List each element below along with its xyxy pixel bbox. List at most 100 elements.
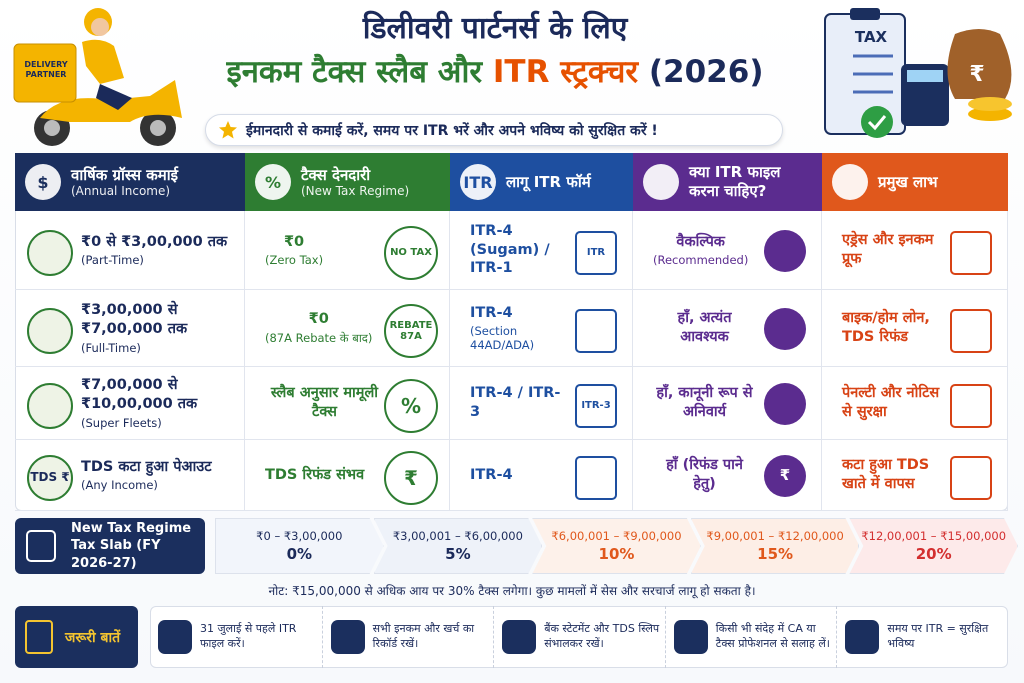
scooter-illustration [13,8,182,146]
cell-content: हाँ (रिफंड पाने हेतु) [653,456,756,494]
table-cell: बाइक/होम लोन, TDS रिफंड [822,290,1008,367]
column-title: वार्षिक ग्रॉस्स कमाई [71,165,178,184]
tip-text: बैंक स्टेटमेंट और TDS स्लिप संभालकर रखें… [544,622,660,650]
table-cell: ₹3,00,000 से ₹7,00,000 तक (Full-Time) [15,290,245,367]
column-icon [643,164,679,200]
column-subtitle: (Annual Income) [71,184,171,199]
column-heading: प्रमुख लाभ [878,173,938,192]
title-part: (2026) [648,54,764,90]
cell-text: TDS कटा हुआ पेआउट [81,458,212,475]
cell-icon: TDS ₹ [27,454,73,501]
column-icon: $ [25,164,61,200]
table-cell: NO TAX ₹0 (Zero Tax) [245,211,450,290]
cell-content: ITR-4 (Sugam) / ITR-1 [470,222,567,279]
table-cell: % स्लैब अनुसार मामूली टैक्स [245,367,450,440]
column-title: प्रमुख लाभ [878,172,938,191]
column-subtitle: (New Tax Regime) [301,184,410,199]
footer-label: जरूरी बातें [15,606,138,668]
cell-content: एड्रेस और इनकम प्रूफ [842,231,942,269]
column-icon [832,164,868,200]
cell-icon [950,455,992,500]
cell-content: कटा हुआ TDS खाते में वापस [842,456,942,494]
cell-note: (Part-Time) [81,253,144,268]
column-heading: वार्षिक ग्रॉस्स कमाई (Annual Income) [71,166,178,199]
tip-icon [673,620,708,654]
table-cell: हाँ, कानूनी रूप से अनिवार्य [633,367,822,440]
cell-icon: ₹ [764,454,806,497]
cell-text: TDS रिफंड संभव [265,466,365,483]
cell-icon [950,308,992,353]
cell-content: ₹0 (Zero Tax) [265,233,323,268]
footer-label-text: जरूरी बातें [65,629,121,646]
cell-icon [575,308,617,353]
cell-icon: REBATE 87A [384,303,438,358]
cell-text: ₹0 से ₹3,00,000 तक [81,233,228,250]
cell-text: हाँ, अत्यंत आवश्यक [677,310,732,345]
tip-text: समय पर ITR = सुरक्षित भविष्य [887,622,989,650]
tip-text: 31 जुलाई से पहले ITR फाइल करें। [200,622,297,650]
slab-rate: 10% [598,545,635,563]
column-title: क्या ITR फाइल करना चाहिए? [689,163,781,200]
cell-icon [27,382,73,429]
table-cell: एड्रेस और इनकम प्रूफ [822,211,1008,290]
coin-symbol: ₹ [969,62,985,87]
tip-icon [158,620,192,654]
cell-text: ITR-4 [470,466,513,483]
table-cell: पेनल्टी और नोटिस से सुरक्षा [822,367,1008,440]
tip-text: सभी इनकम और खर्च का रिकॉर्ड रखें। [372,622,475,650]
cell-text: बाइक/होम लोन, TDS रिफंड [842,310,930,345]
tip-icon [845,620,880,654]
cell-text: ₹0 [283,233,305,250]
cell-content: बाइक/होम लोन, TDS रिफंड [842,309,942,347]
cell-content: स्लैब अनुसार मामूली टैक्स [265,384,384,422]
cell-content: हाँ, कानूनी रूप से अनिवार्य [653,384,756,422]
clipboard-label: TAX [854,28,888,46]
cell-content: TDS कटा हुआ पेआउट (Any Income) [81,458,212,493]
calendar-icon [26,530,56,562]
column-title: टैक्स देनदारी [301,165,371,184]
column-header: ITR लागू ITR फॉर्म [450,153,633,211]
cell-icon [764,382,806,425]
cell-content: ITR-4 [470,466,513,485]
column-title: लागू ITR फॉर्म [506,172,591,191]
cell-text: ITR-4 / ITR-3 [470,385,561,420]
cell-icon [764,229,806,272]
tip: सभी इनकम और खर्च का रिकॉर्ड रखें। [321,606,494,668]
column-heading: टैक्स देनदारी (New Tax Regime) [301,166,409,199]
title-part: ITR स्ट्रक्चर [492,54,639,90]
tax-illustration [824,8,1012,138]
cell-content: ₹3,00,000 से ₹7,00,000 तक (Full-Time) [81,301,239,355]
slab-rate: 15% [757,545,794,563]
cell-note: (Recommended) [653,253,749,268]
checklist-icon [25,620,53,654]
table-cell: ₹0 से ₹3,00,000 तक (Part-Time) [15,211,245,290]
cell-text: एड्रेस और इनकम प्रूफ [842,232,934,267]
cell-text: पेनल्टी और नोटिस से सुरक्षा [842,385,940,420]
star-icon [219,121,237,139]
cell-content: हाँ, अत्यंत आवश्यक [653,309,756,347]
table-cell: ITR-4 (Section 44AD/ADA) [450,290,633,367]
cell-note: (Zero Tax) [265,253,324,268]
slab: ₹0 – ₹3,00,000 0% [215,518,384,574]
tip-icon [330,620,365,654]
slab-range: ₹3,00,001 – ₹6,00,000 [392,529,523,543]
cell-note: (Section 44AD/ADA) [470,324,535,353]
tip: 31 जुलाई से पहले ITR फाइल करें। [150,606,322,668]
column-heading: क्या ITR फाइल करना चाहिए? [689,163,808,201]
column-header: प्रमुख लाभ [822,153,1008,211]
cell-note: (Full-Time) [81,340,141,355]
table-cell: ITR-4 [450,440,633,511]
table-cell: ITR ITR-4 (Sugam) / ITR-1 [450,211,633,290]
slab: ₹9,00,001 – ₹12,00,000 15% [690,518,859,574]
column-header: क्या ITR फाइल करना चाहिए? [633,153,822,211]
cell-text: ITR-4 [470,304,513,321]
cell-text: ₹3,00,000 से ₹7,00,000 तक [81,302,188,337]
slab-range: ₹12,00,001 – ₹15,00,000 [861,529,1007,543]
column-header: % टैक्स देनदारी (New Tax Regime) [245,153,450,211]
tip-icon [502,620,537,654]
title-line1: डिलीवरी पार्टनर्स के लिए [362,11,628,46]
cell-icon: ITR [575,230,617,275]
cell-content: पेनल्टी और नोटिस से सुरक्षा [842,384,942,422]
table-cell: हाँ, अत्यंत आवश्यक [633,290,822,367]
cell-icon [764,307,806,350]
